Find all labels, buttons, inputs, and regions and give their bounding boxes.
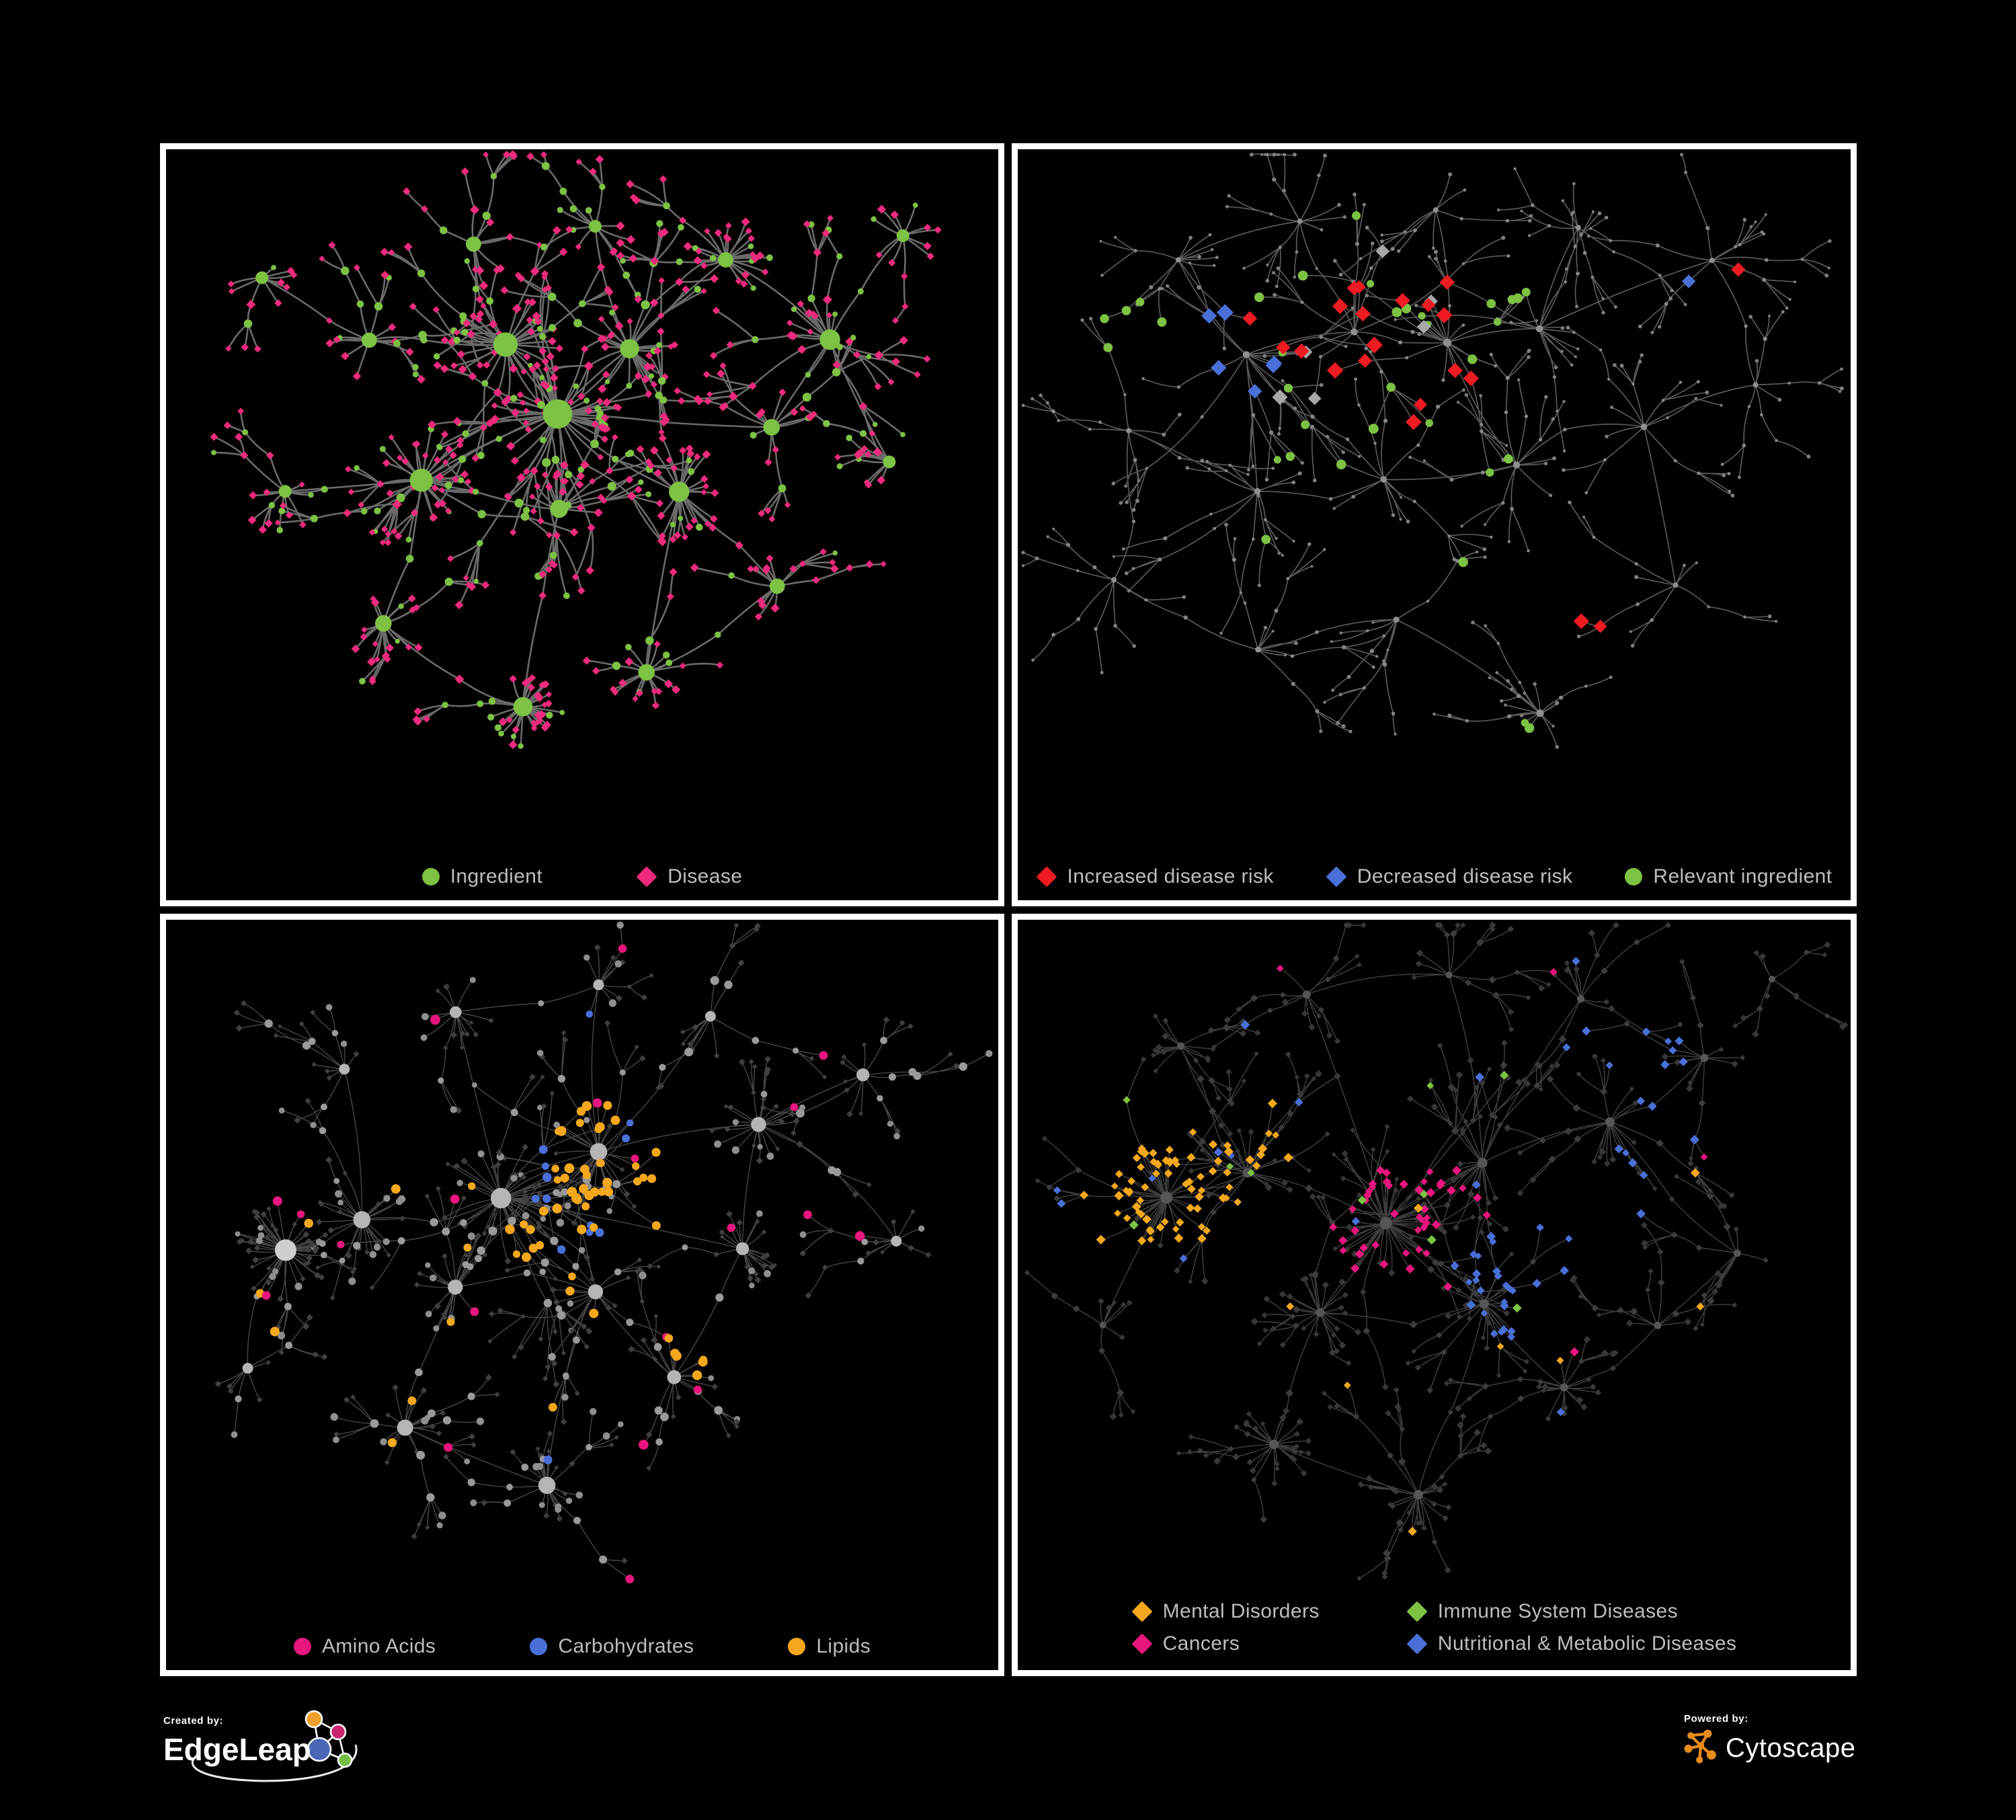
- cytoscape-wordmark: Cytoscape: [1726, 1733, 1856, 1763]
- legend-item: Carbohydrates: [530, 1635, 694, 1658]
- nodes-layer: [214, 921, 993, 1584]
- edgeleap-node-green: [337, 1752, 353, 1768]
- legend-item: Increased disease risk: [1035, 865, 1274, 888]
- network-p2: [1021, 153, 1844, 749]
- legend-item: Lipids: [788, 1635, 871, 1658]
- immune-system-diseases-diamond-marker: [1406, 1601, 1428, 1622]
- cytoscape-logo-row: Cytoscape: [1684, 1729, 1855, 1768]
- created-by-block: Created by: EdgeLeap: [163, 1710, 358, 1782]
- legend-disease-classes: Mental Disorders Immune System Diseases …: [1018, 1600, 1851, 1655]
- network-p1: [210, 150, 942, 750]
- legend-item: Nutritional & Metabolic Diseases: [1406, 1632, 1737, 1655]
- increased-risk-diamond-marker: [1035, 866, 1057, 887]
- panel-disease-risk: Increased disease risk Decreased disease…: [1012, 143, 1857, 906]
- created-by-label: Created by:: [163, 1715, 224, 1727]
- legend-label: Relevant ingredient: [1653, 865, 1832, 887]
- edges-layer: [1022, 153, 1843, 748]
- legend-item: Amino Acids: [293, 1635, 436, 1658]
- panel-ingredient-disease: Ingredient Disease: [160, 143, 1004, 906]
- legend-label: Increased disease risk: [1067, 865, 1274, 887]
- legend-label: Decreased disease risk: [1357, 865, 1573, 887]
- edges-layer: [1026, 924, 1846, 1579]
- lipids-circle-marker: [788, 1638, 806, 1655]
- legend-disease-risk: Increased disease risk Decreased disease…: [1018, 865, 1851, 888]
- legend-item: Decreased disease risk: [1326, 865, 1573, 888]
- legend-item: Immune System Diseases: [1406, 1600, 1737, 1623]
- edges-layer: [212, 153, 939, 747]
- legend-ingredient-disease: Ingredient Disease: [166, 865, 998, 888]
- ingredient-circle-marker: [421, 868, 440, 885]
- relevant-ingredient-circle-marker: [1625, 868, 1643, 885]
- legend-label: Carbohydrates: [558, 1635, 694, 1657]
- legend-label: Disease: [668, 865, 743, 887]
- legend-item: Disease: [636, 865, 743, 888]
- legend-label: Cancers: [1162, 1632, 1240, 1655]
- nodes-layer: [1024, 921, 1849, 1581]
- network-p4: [1024, 921, 1849, 1581]
- edges-layer: [217, 924, 990, 1580]
- amino-acids-circle-marker: [293, 1638, 311, 1655]
- powered-by-label: Powered by:: [1684, 1713, 1748, 1725]
- legend-label: Nutritional & Metabolic Diseases: [1437, 1632, 1737, 1655]
- legend-item: Cancers: [1131, 1632, 1320, 1655]
- legend-label: Immune System Diseases: [1437, 1600, 1678, 1622]
- network-p3: [214, 921, 993, 1584]
- nodes-layer: [1021, 153, 1844, 749]
- cytoscape-icon-nodes: [1684, 1729, 1716, 1764]
- edgeleap-node-orange: [305, 1710, 323, 1729]
- edgeleap-node-pink: [329, 1723, 347, 1741]
- disease-diamond-marker: [636, 866, 657, 887]
- legend-item: Relevant ingredient: [1625, 865, 1832, 888]
- legend-nutrient-classes: Amino Acids Carbohydrates Lipids: [166, 1635, 998, 1658]
- mental-disorders-diamond-marker: [1131, 1601, 1153, 1622]
- powered-by-block: Powered by:: [1684, 1713, 1855, 1768]
- legend-label: Ingredient: [450, 865, 543, 887]
- legend-item: Mental Disorders: [1131, 1600, 1320, 1623]
- legend-item: Ingredient: [421, 865, 543, 888]
- carbohydrates-circle-marker: [530, 1638, 548, 1655]
- decreased-risk-diamond-marker: [1326, 866, 1347, 887]
- edgeleap-node-blue: [307, 1737, 332, 1762]
- edgeleap-logo: EdgeLeap: [163, 1710, 358, 1782]
- nutritional-metabolic-diseases-diamond-marker: [1406, 1633, 1428, 1655]
- cytoscape-icon: [1684, 1729, 1716, 1764]
- panel-nutrient-classes: Amino Acids Carbohydrates Lipids: [160, 914, 1004, 1676]
- cancers-diamond-marker: [1131, 1633, 1153, 1655]
- legend-label: Lipids: [816, 1635, 871, 1657]
- nodes-layer: [210, 150, 942, 750]
- edgeleap-wordmark: EdgeLeap: [163, 1732, 311, 1767]
- panel-disease-classes: Mental Disorders Immune System Diseases …: [1012, 914, 1857, 1676]
- legend-label: Amino Acids: [321, 1635, 436, 1657]
- legend-label: Mental Disorders: [1162, 1600, 1320, 1622]
